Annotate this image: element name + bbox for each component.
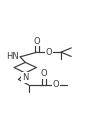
Text: N: N [22,73,28,82]
Text: O: O [46,48,52,57]
Text: O: O [53,80,59,90]
Text: HN: HN [6,52,18,61]
Text: O: O [34,37,40,46]
Text: O: O [41,69,47,78]
